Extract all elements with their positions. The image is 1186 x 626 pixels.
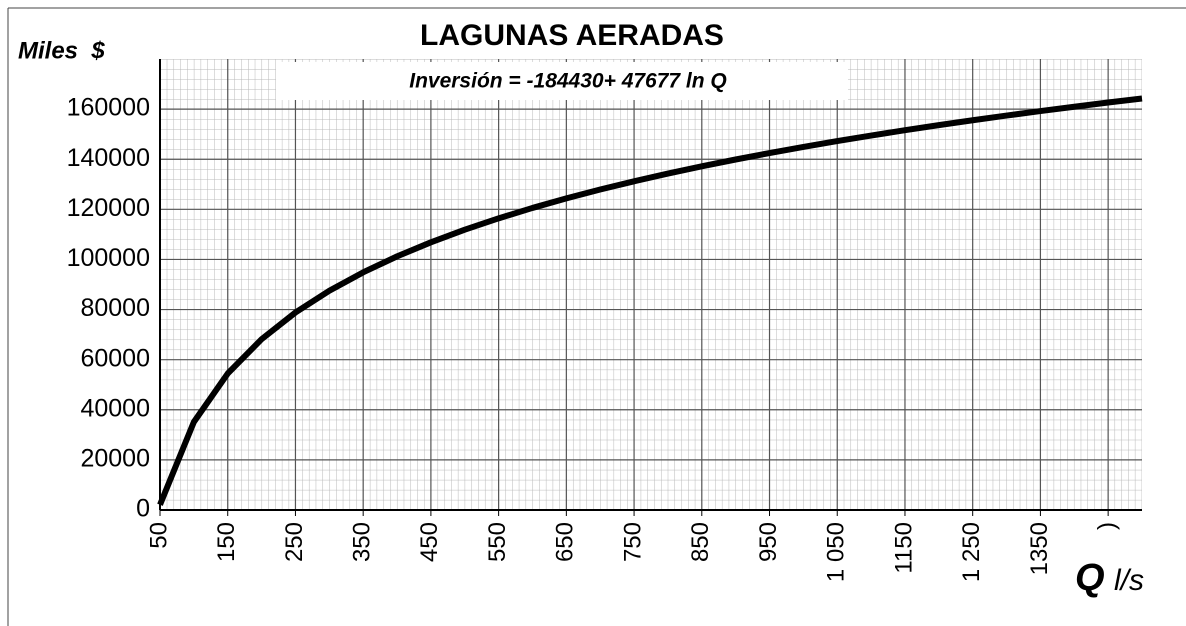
x-tick-label: 1 050: [823, 522, 850, 582]
x-tick-label: 550: [484, 522, 511, 562]
y-tick-label: 100000: [67, 244, 150, 272]
y-tick-label: 80000: [80, 294, 150, 322]
data-line: [157, 95, 1143, 506]
x-tick-label: 750: [619, 522, 646, 562]
y-tick-label: 40000: [80, 394, 150, 422]
x-tick-label: 1 250: [958, 522, 985, 582]
chart-title: LAGUNAS AERADAS: [420, 19, 724, 52]
x-tick-label: 50: [145, 522, 172, 549]
x-tick-label: 350: [349, 522, 376, 562]
y-tick-label: 120000: [67, 194, 150, 222]
annotation: Inversión = -184430+ 47677 ln Q: [409, 70, 727, 93]
x-tick-label: 150: [213, 522, 240, 562]
x-tick-label: 1150: [890, 522, 917, 574]
y-tick-label: 0: [136, 495, 150, 523]
x-tick-label: 1350: [1026, 522, 1053, 575]
x-axis-unit: l/s: [1114, 564, 1144, 597]
y-tick-label: 160000: [67, 94, 150, 122]
y-tick-label: 140000: [67, 144, 150, 172]
y-tick-label: 60000: [80, 344, 150, 372]
x-tick-label: 450: [416, 522, 443, 562]
x-axis-label: Q: [1075, 557, 1105, 599]
y-axis-label: Miles $: [18, 37, 105, 64]
minor-grid: [160, 59, 1142, 510]
y-tick-label: 20000: [80, 444, 150, 472]
x-tick-label: ): [1093, 522, 1120, 530]
x-tick-label: 250: [281, 522, 308, 562]
annotation-box: [276, 62, 848, 100]
x-tick-label: 950: [755, 522, 782, 562]
x-tick-label: 850: [687, 522, 714, 562]
x-tick-label: 650: [552, 522, 579, 562]
